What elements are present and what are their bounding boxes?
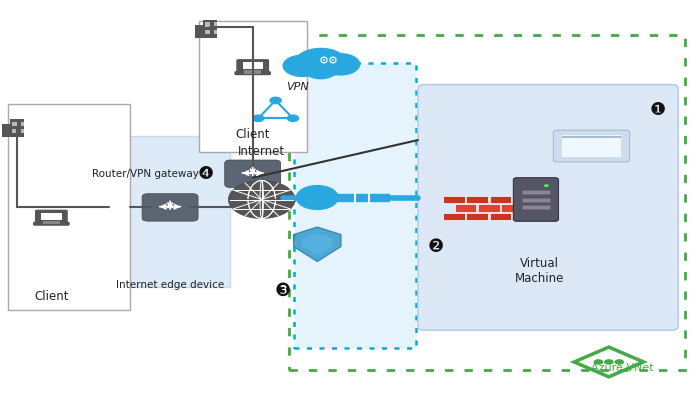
Text: VPN: VPN <box>286 81 309 92</box>
Circle shape <box>594 359 604 365</box>
Bar <box>43 221 60 224</box>
Text: Client: Client <box>236 128 270 140</box>
Circle shape <box>321 53 360 75</box>
Circle shape <box>287 115 298 121</box>
Circle shape <box>270 97 281 104</box>
FancyBboxPatch shape <box>234 71 271 75</box>
Bar <box>2 124 10 137</box>
Circle shape <box>296 186 338 209</box>
Bar <box>478 204 500 212</box>
Bar <box>109 136 231 286</box>
Text: ⚙⚙: ⚙⚙ <box>319 56 339 66</box>
Bar <box>10 119 24 137</box>
Text: ❹: ❹ <box>198 165 214 183</box>
FancyBboxPatch shape <box>224 160 281 188</box>
Bar <box>199 21 307 152</box>
Bar <box>522 190 550 194</box>
Bar <box>194 25 203 38</box>
Bar <box>522 205 550 209</box>
Text: Internet edge device: Internet edge device <box>116 280 224 290</box>
Bar <box>214 15 220 20</box>
Bar <box>243 62 263 69</box>
Bar <box>8 105 130 310</box>
FancyBboxPatch shape <box>35 209 68 224</box>
Bar <box>21 115 26 119</box>
Bar <box>41 213 61 220</box>
Text: ❸: ❸ <box>275 282 291 300</box>
Text: Client: Client <box>34 290 68 303</box>
Bar <box>466 213 488 220</box>
Bar <box>205 15 210 20</box>
Circle shape <box>614 359 624 365</box>
Bar <box>205 22 210 27</box>
FancyBboxPatch shape <box>33 222 70 226</box>
Circle shape <box>544 184 549 187</box>
Bar <box>12 115 17 119</box>
Bar <box>21 128 26 133</box>
Text: Internet: Internet <box>238 146 285 158</box>
Polygon shape <box>293 227 341 262</box>
Bar <box>490 213 511 220</box>
Bar <box>205 30 210 34</box>
Text: ❷: ❷ <box>427 238 443 256</box>
Bar <box>454 204 476 212</box>
Polygon shape <box>302 233 332 256</box>
FancyBboxPatch shape <box>553 130 629 162</box>
Bar <box>214 22 220 27</box>
Bar <box>501 204 523 212</box>
FancyBboxPatch shape <box>514 178 558 221</box>
Bar <box>490 196 511 203</box>
Text: Azure VNet: Azure VNet <box>592 363 654 373</box>
Circle shape <box>304 60 338 79</box>
Bar <box>21 122 26 126</box>
Circle shape <box>229 180 295 219</box>
Bar <box>443 196 464 203</box>
Bar <box>294 63 416 348</box>
Circle shape <box>604 359 613 365</box>
FancyBboxPatch shape <box>236 59 269 73</box>
Bar <box>562 135 621 157</box>
Bar <box>466 196 488 203</box>
Text: ❶: ❶ <box>650 101 666 119</box>
Bar <box>12 122 17 126</box>
Bar <box>245 70 261 73</box>
FancyBboxPatch shape <box>418 85 678 330</box>
Circle shape <box>282 55 322 77</box>
FancyBboxPatch shape <box>142 194 198 221</box>
Circle shape <box>253 115 263 121</box>
Text: Router/VPN gateway: Router/VPN gateway <box>93 169 199 179</box>
Bar <box>203 20 217 38</box>
Bar <box>443 213 464 220</box>
Bar <box>214 30 220 34</box>
Bar <box>12 128 17 133</box>
Circle shape <box>294 48 347 78</box>
Bar <box>562 136 621 138</box>
Bar <box>289 35 685 370</box>
Bar <box>522 198 550 202</box>
Text: Virtual
Machine: Virtual Machine <box>514 257 564 285</box>
